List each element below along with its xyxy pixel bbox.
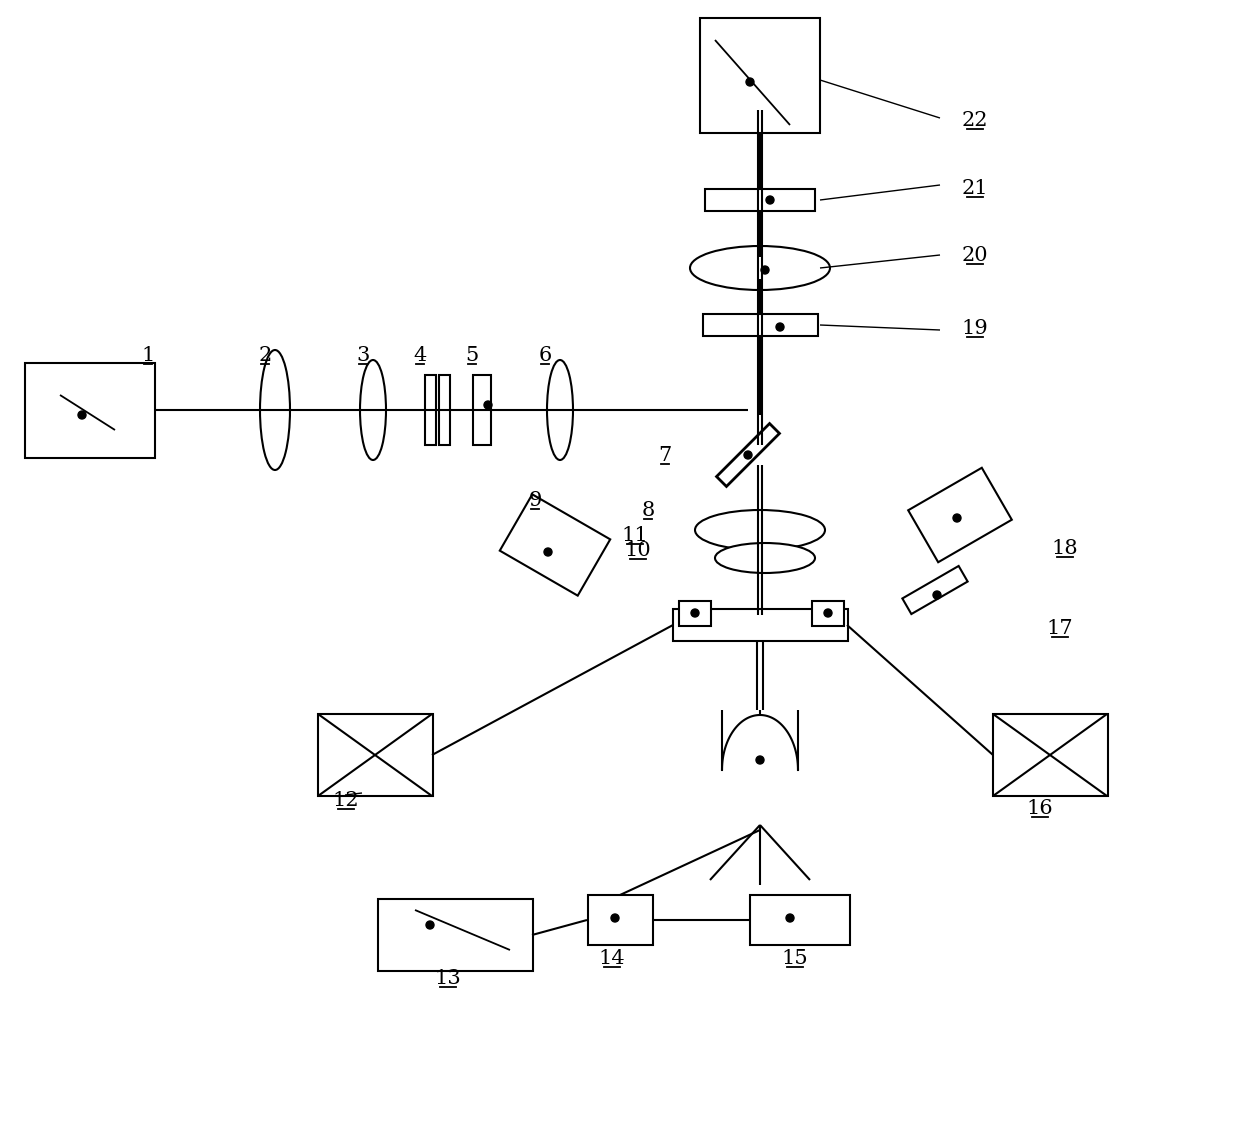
Bar [424, 375, 435, 445]
Text: 20: 20 [962, 246, 988, 265]
Ellipse shape [360, 360, 386, 460]
Text: 4: 4 [413, 346, 427, 365]
Circle shape [427, 921, 434, 929]
Bar [701, 18, 820, 132]
Circle shape [954, 514, 961, 522]
Bar [672, 609, 847, 641]
Bar [472, 375, 491, 445]
Bar [750, 895, 849, 945]
Circle shape [932, 591, 941, 599]
Text: 11: 11 [621, 525, 649, 544]
Text: 17: 17 [1047, 618, 1074, 637]
Circle shape [691, 609, 699, 617]
Bar [992, 714, 1107, 795]
Text: 3: 3 [356, 346, 370, 365]
Circle shape [746, 79, 754, 86]
Text: 14: 14 [599, 948, 625, 967]
Circle shape [78, 411, 86, 419]
Circle shape [766, 196, 774, 204]
Ellipse shape [689, 246, 830, 289]
Circle shape [761, 266, 769, 274]
Text: 7: 7 [658, 445, 672, 465]
Circle shape [756, 756, 764, 764]
Circle shape [484, 401, 492, 410]
Text: 19: 19 [962, 319, 988, 338]
Polygon shape [903, 565, 967, 614]
Ellipse shape [260, 350, 290, 470]
Bar [680, 600, 711, 625]
Bar [703, 314, 817, 335]
Text: 21: 21 [962, 178, 988, 197]
Polygon shape [500, 495, 610, 596]
Circle shape [825, 609, 832, 617]
Circle shape [744, 451, 751, 459]
Bar [588, 895, 652, 945]
Text: 6: 6 [538, 346, 552, 365]
Text: 16: 16 [1027, 799, 1053, 818]
Bar [25, 362, 155, 458]
Circle shape [611, 914, 619, 922]
Text: 12: 12 [332, 791, 360, 809]
Text: 8: 8 [641, 500, 655, 519]
Text: 5: 5 [465, 346, 479, 365]
Text: 15: 15 [781, 948, 808, 967]
Text: 18: 18 [1052, 539, 1079, 558]
Ellipse shape [547, 360, 573, 460]
Ellipse shape [694, 511, 825, 550]
Text: 9: 9 [528, 490, 542, 509]
Bar [317, 714, 433, 795]
Circle shape [786, 914, 794, 922]
Text: 2: 2 [258, 346, 272, 365]
Polygon shape [717, 423, 780, 487]
Text: 1: 1 [141, 346, 155, 365]
Bar [377, 899, 532, 971]
Text: 13: 13 [435, 968, 461, 987]
Circle shape [544, 548, 552, 557]
Bar [439, 375, 449, 445]
Text: 22: 22 [962, 110, 988, 129]
Polygon shape [908, 468, 1012, 562]
Circle shape [776, 323, 784, 331]
Bar [706, 188, 815, 211]
Bar [812, 600, 844, 625]
Ellipse shape [715, 543, 815, 573]
Text: 10: 10 [625, 541, 651, 560]
